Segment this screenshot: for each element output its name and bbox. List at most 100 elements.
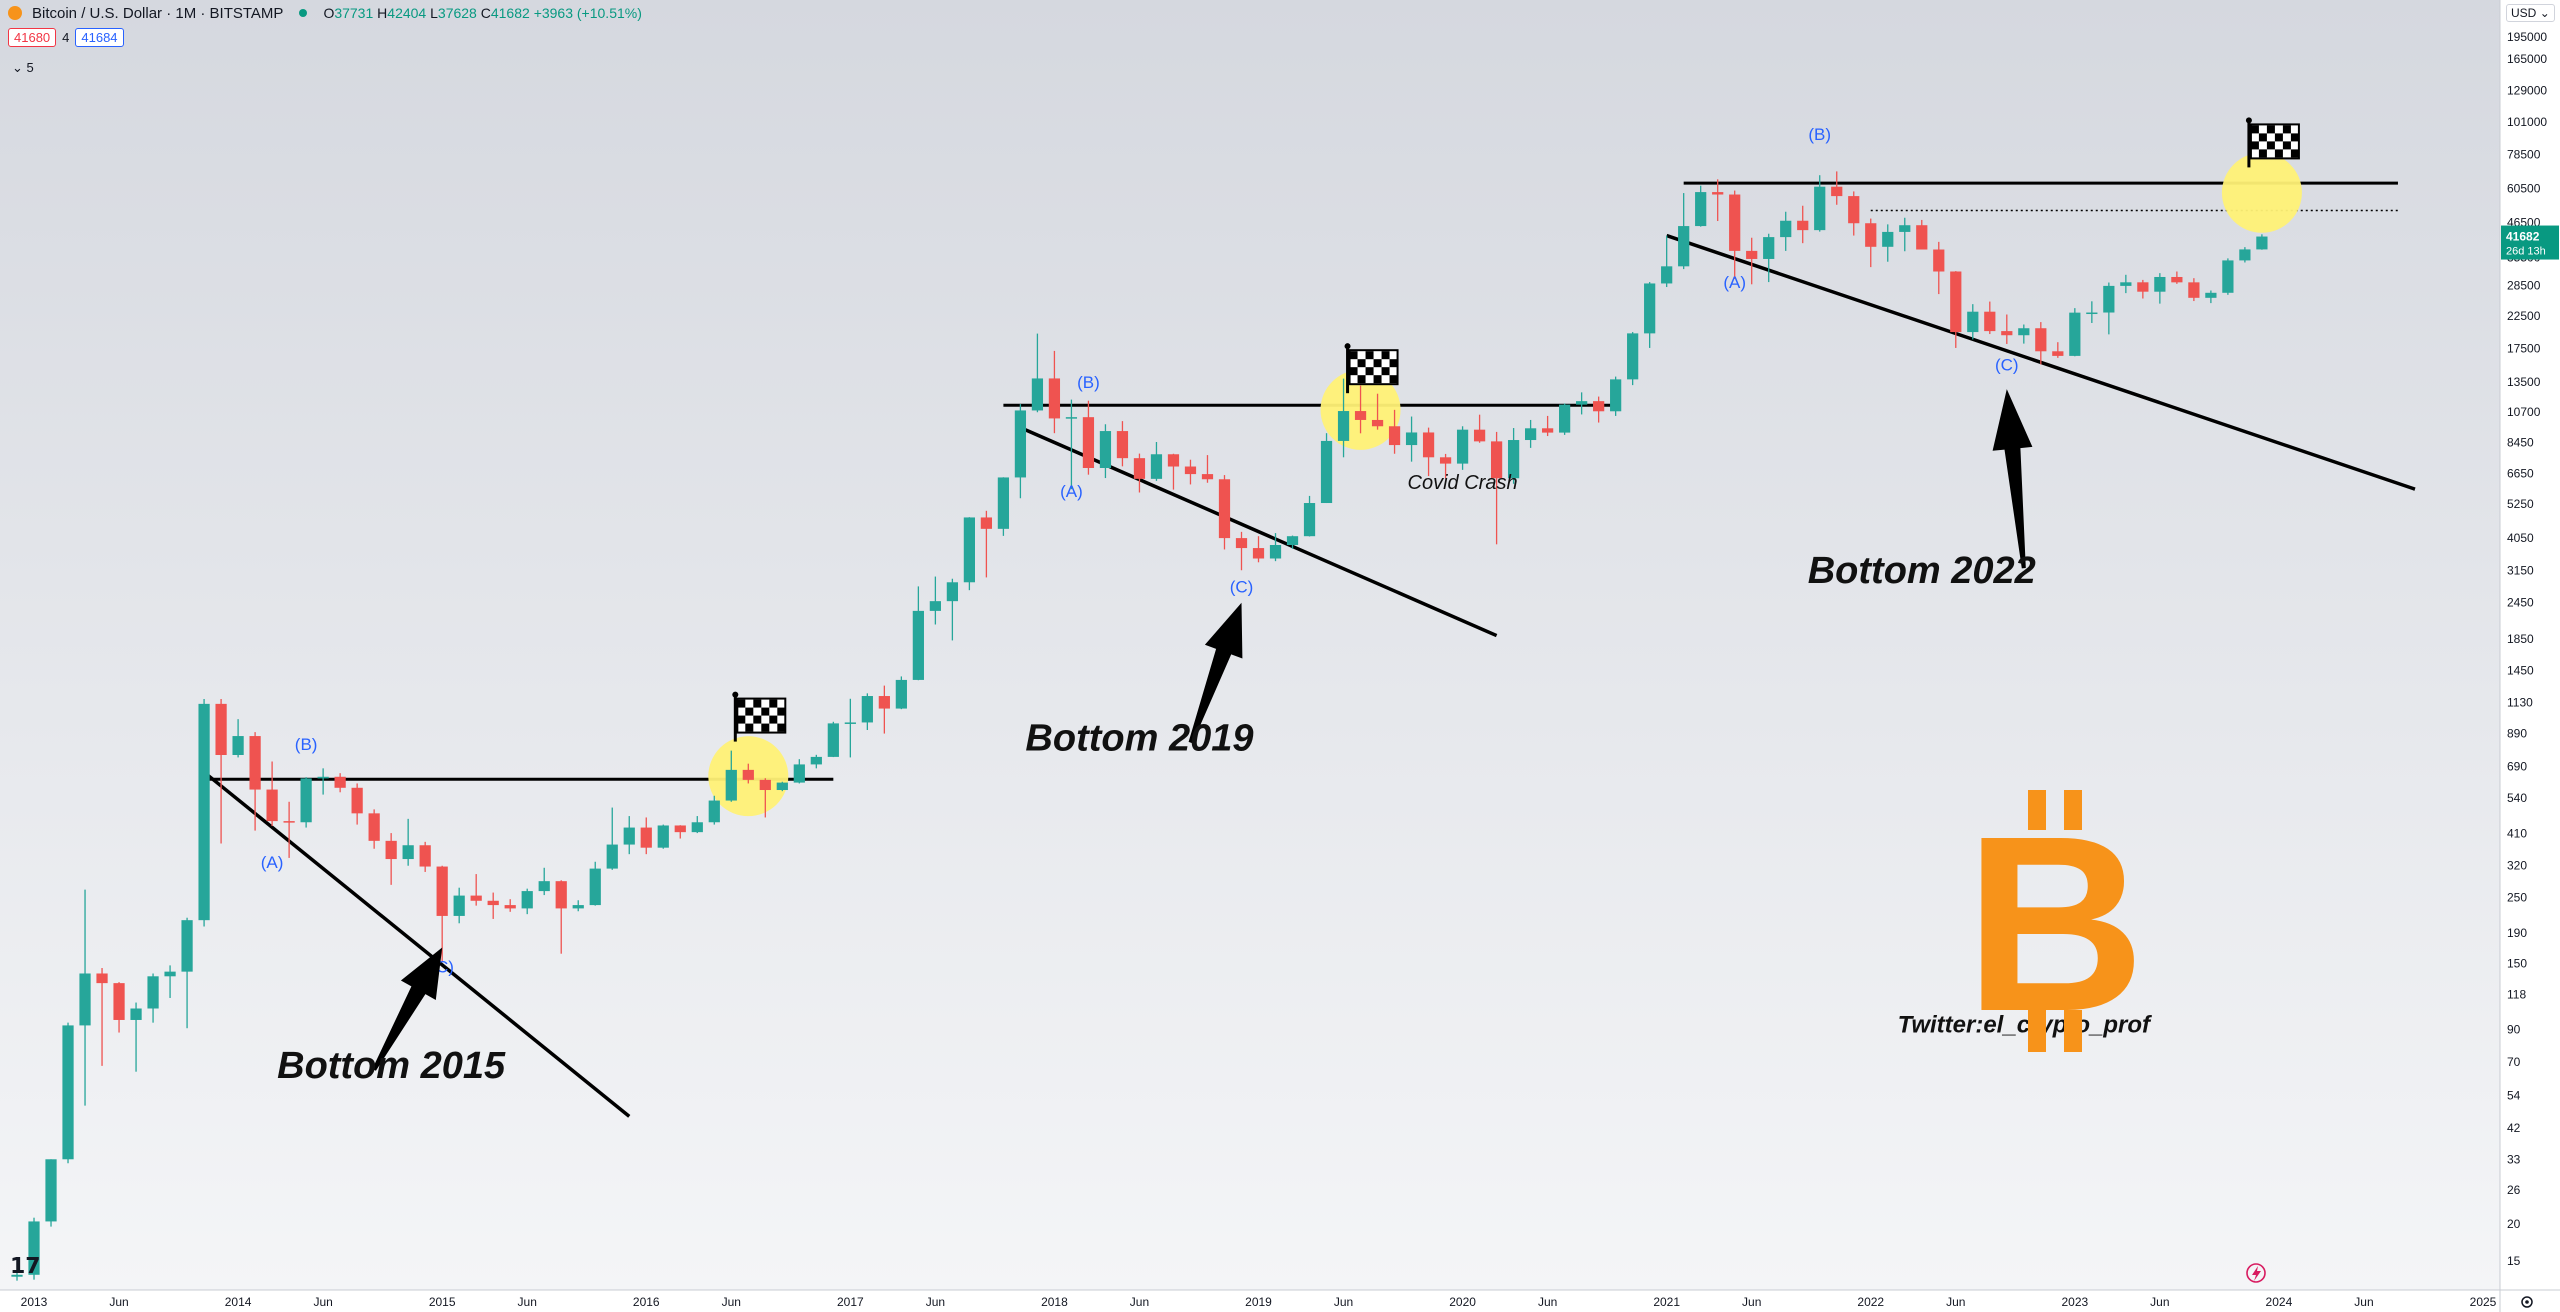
candle-body [1286, 536, 1299, 545]
flags [732, 117, 2300, 742]
candle-body [1456, 429, 1469, 464]
price-axis-label: 8450 [2507, 436, 2534, 450]
current-price-tag [2501, 225, 2559, 260]
tradingview-logo-text: 𝟭𝟳 [10, 1253, 41, 1278]
candle [2239, 247, 2251, 263]
candle-body [1593, 401, 1605, 412]
candle-body [1507, 440, 1520, 479]
candle [249, 732, 261, 831]
price-axis-label: 70 [2507, 1055, 2521, 1069]
candle-body [2171, 276, 2183, 283]
candle-body [1473, 429, 1486, 442]
bitcoin-icon[interactable] [8, 6, 22, 20]
price-axis-label: 15 [2507, 1254, 2521, 1268]
candle-body [742, 769, 754, 780]
candle-body [1031, 378, 1044, 411]
candle [827, 721, 839, 758]
price-axis[interactable]: 1950001650001290001010007850060500465003… [2501, 30, 2559, 1268]
wave-label: (A) [1060, 482, 1083, 501]
candle [1593, 396, 1605, 423]
price-axis-label: 690 [2507, 759, 2527, 773]
chart-background [0, 0, 2500, 1290]
annotation-text: Bottom 2019 [1025, 718, 1253, 760]
price-axis-label: 17500 [2507, 342, 2541, 356]
flag-pole-knob [732, 691, 739, 698]
flag-square [1389, 375, 1398, 384]
candle [640, 817, 652, 855]
buy-sell-pills: 41680 4 41684 [8, 28, 124, 47]
candle-body [300, 778, 312, 823]
candle [1746, 237, 1758, 285]
annotation-text: Bottom 2015 [277, 1045, 506, 1087]
candle [759, 778, 771, 818]
time-axis[interactable]: 2013 Jun 2014 Jun 2015 Jun 2016 Jun 2017 Jun 2018 J… [21, 1295, 2497, 1309]
flag-square [2258, 133, 2267, 142]
settings-gear-icon[interactable] [2521, 1296, 2533, 1308]
candle [1780, 211, 1792, 251]
candle [623, 816, 635, 855]
candle-body [606, 844, 618, 869]
price-axis-label: 410 [2507, 827, 2527, 841]
candle [1167, 453, 1180, 490]
candle-body [1252, 548, 1265, 559]
lightning-icon[interactable] [2246, 1263, 2266, 1283]
flag-square [753, 699, 762, 708]
time-axis-label: 2018 [1041, 1295, 1068, 1309]
candle-body [45, 1159, 57, 1222]
candle [1235, 531, 1248, 571]
candle-body [572, 905, 584, 909]
candle-body [1899, 225, 1911, 232]
candle [215, 698, 227, 844]
price-axis-label: 54 [2507, 1089, 2521, 1103]
candle-body [164, 971, 176, 977]
candle [2137, 279, 2149, 299]
candle [691, 816, 703, 834]
candle-body [844, 722, 856, 724]
candle-body [249, 736, 261, 790]
candle [1218, 475, 1231, 550]
candle-body [895, 679, 907, 709]
candle [980, 510, 993, 578]
candle-body [1695, 192, 1707, 227]
candle-body [1269, 544, 1282, 559]
candle-body [1576, 401, 1588, 405]
price-axis-label: 250 [2507, 891, 2527, 905]
candle-body [1133, 458, 1146, 479]
time-axis-label: Jun [1946, 1295, 1965, 1309]
sell-price-button[interactable]: 41680 [8, 28, 57, 47]
candle-body [827, 723, 839, 757]
trendline [1019, 426, 1498, 638]
candle [1933, 241, 1945, 295]
candle-body [2103, 285, 2115, 313]
wave-label: (C) [1230, 578, 1254, 597]
candle-body [1525, 428, 1537, 441]
candle [62, 1022, 74, 1164]
flag-square [2274, 149, 2283, 158]
symbol-title[interactable]: Bitcoin / U.S. Dollar · 1M · BITSTAMP [32, 4, 284, 22]
arrow [1992, 389, 2033, 569]
candle [2001, 314, 2013, 344]
candle [742, 763, 754, 784]
candle [402, 818, 414, 866]
candle-body [1014, 410, 1027, 478]
candle-body [1865, 223, 1877, 247]
tradingview-logo[interactable]: 𝟭𝟳 [10, 1253, 41, 1278]
candle [1014, 404, 1027, 499]
candle [317, 768, 329, 795]
currency-selector[interactable]: USD ⌄ [2506, 4, 2555, 22]
candle-body [130, 1008, 142, 1020]
checkered-flag-icon [732, 691, 787, 742]
currency-label: USD [2511, 6, 2537, 20]
buy-price-button[interactable]: 41684 [75, 28, 124, 47]
candle-body [1950, 271, 1962, 333]
candle-body [1320, 440, 1333, 504]
indicators-toggle[interactable]: ⌄ 5 [12, 60, 34, 76]
highlight-circle [2221, 152, 2302, 233]
candle-body [1082, 417, 1095, 469]
price-axis-label: 6650 [2507, 467, 2534, 481]
candle-body [1167, 454, 1180, 467]
time-axis-label: 2019 [1245, 1295, 1272, 1309]
time-axis-label: 2017 [837, 1295, 864, 1309]
